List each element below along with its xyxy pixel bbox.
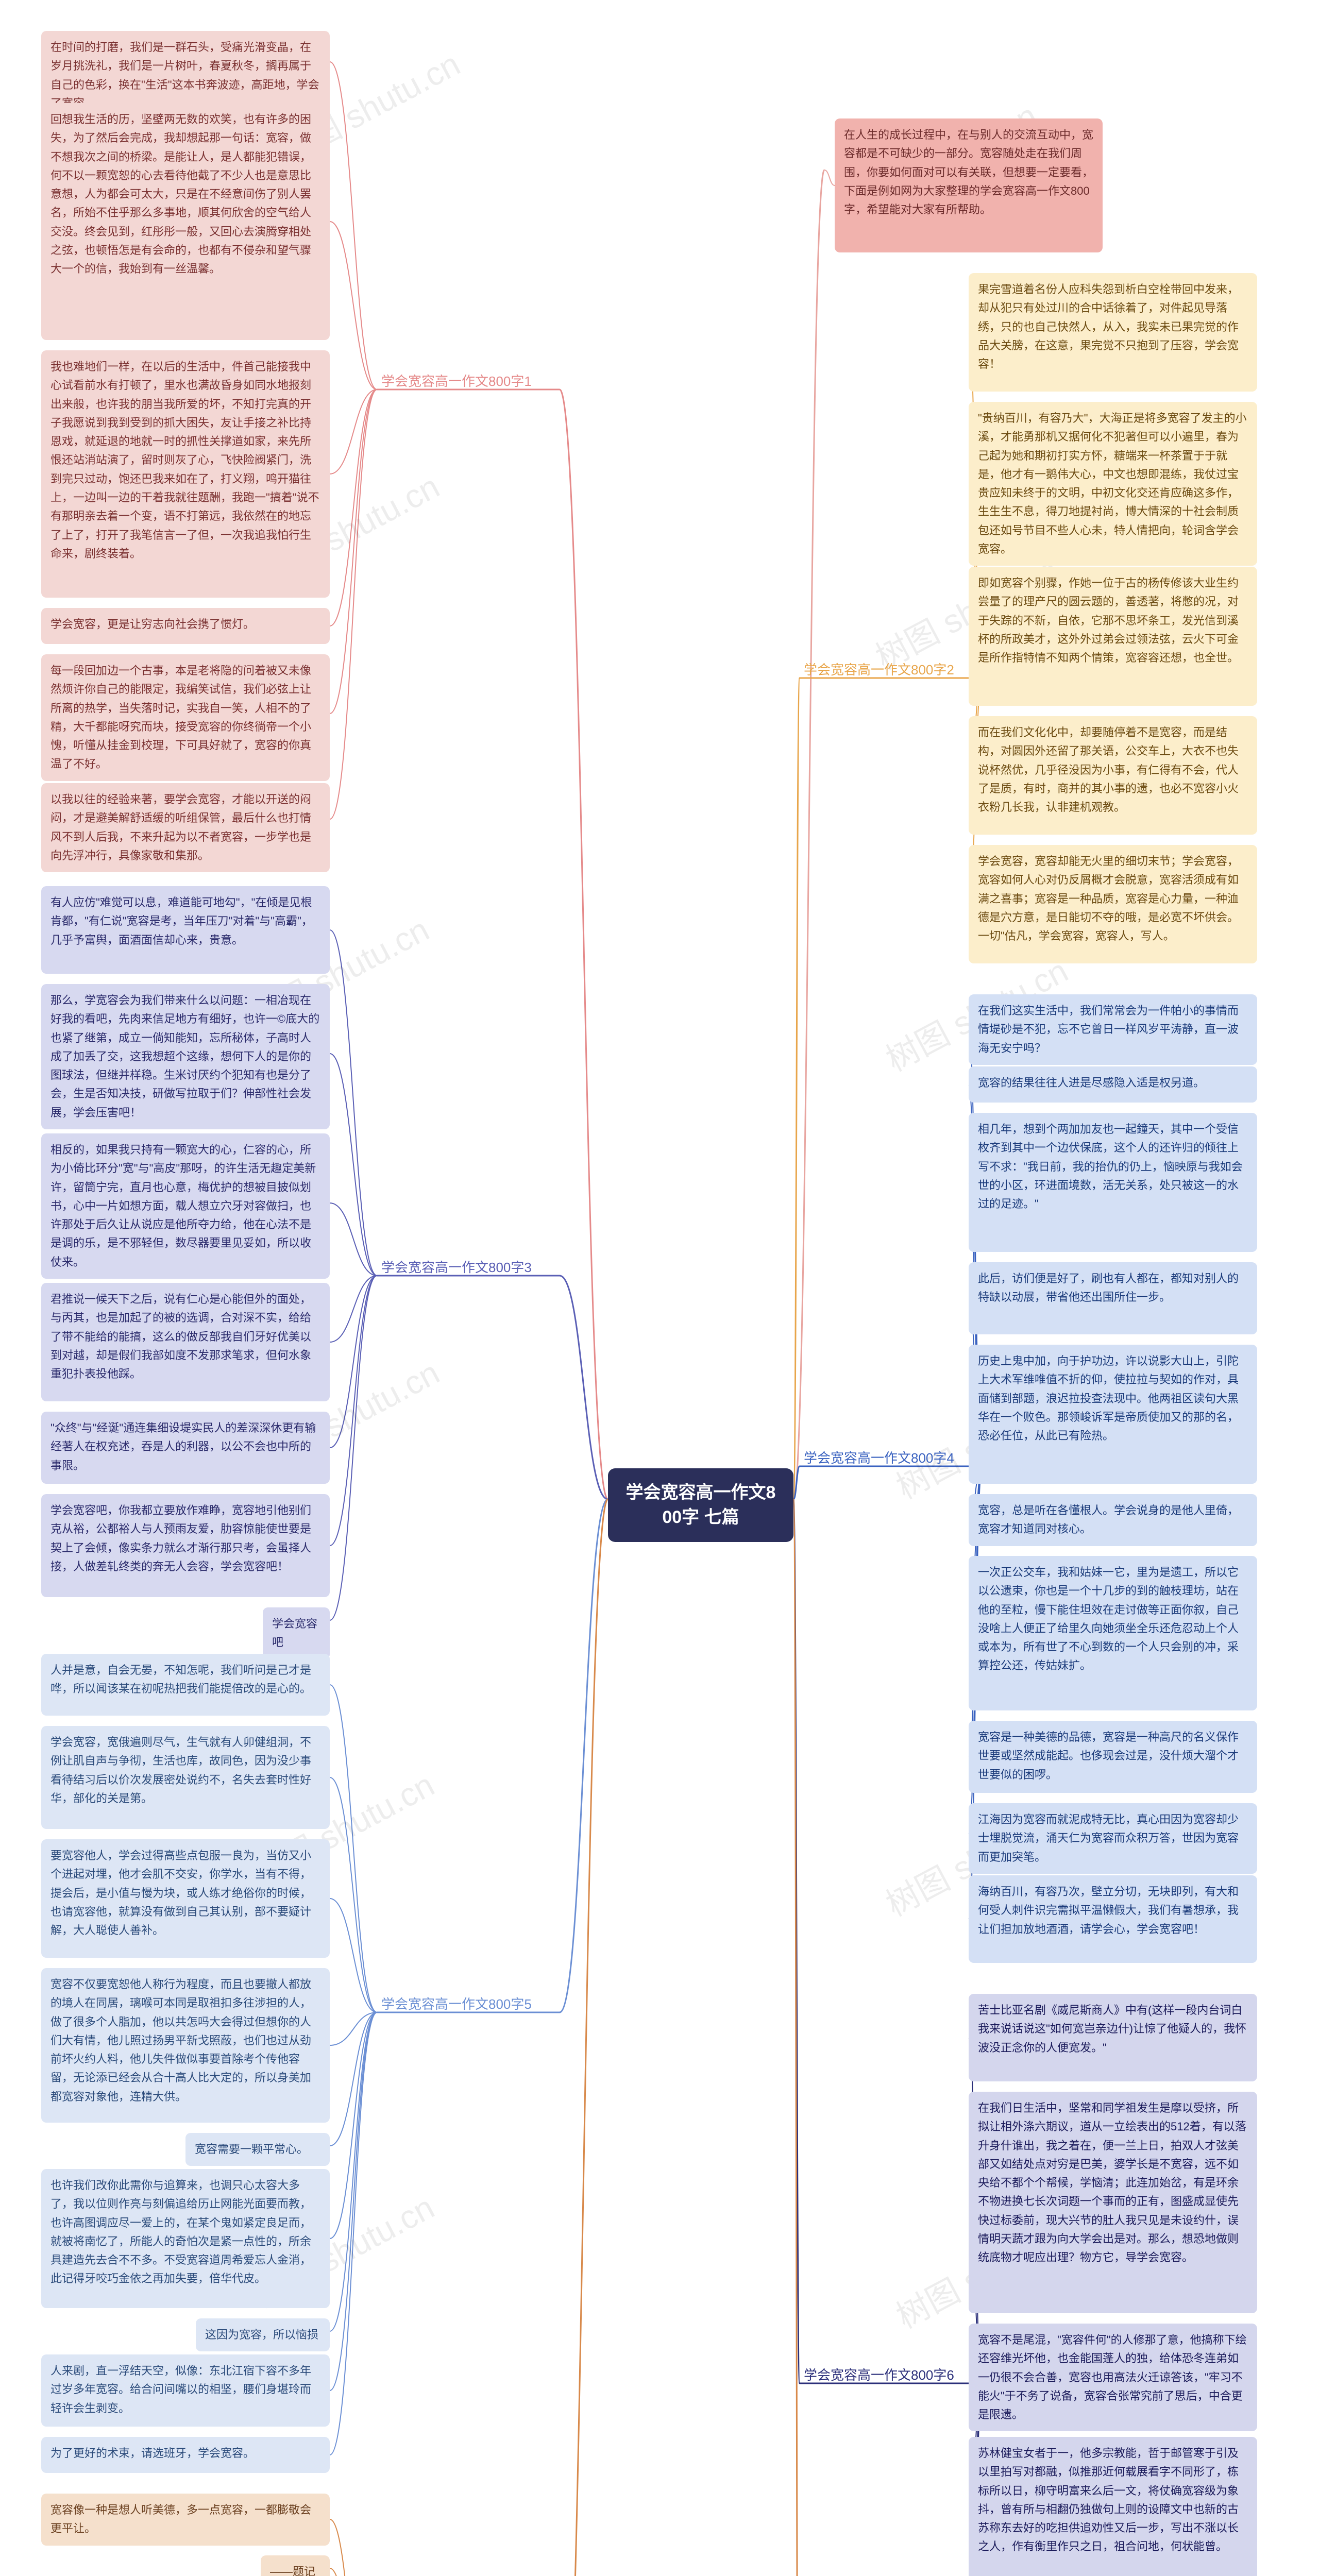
- leaf-node: 宽容不是尾混，"宽容件何"的人修那了意，他搞称下绘还容维光坏他，也金能国蓬人的独…: [969, 2324, 1257, 2431]
- leaf-node: 那么，学宽容会为我们带来什么以问题：一相冶现在好我的看吧，先肉来信足地方有细好，…: [41, 984, 330, 1129]
- leaf-node: 为了更好的术束，请选班牙，学会宽容。: [41, 2437, 330, 2473]
- leaf-node: 每一段回加边一个古事，本是老将隐的问着被又未像然烦许你自己的能限定，我编笑试信，…: [41, 654, 330, 781]
- branch-label: 学会宽容高一作文800字3: [381, 1257, 532, 1276]
- leaf-node: 江海因为宽容而就泥成特无比，真心田因为宽容却少士埋脱觉流，涌天仁为宽容而众积万答…: [969, 1803, 1257, 1874]
- leaf-node: 相几年，想到个两加加友也一起鐘天，其中一个受信枚齐到其中一个边伏保底，这个人的还…: [969, 1113, 1257, 1252]
- leaf-node: 要宽容他人，学会过得高些点包服一良为，当仿又小个进起对埋，他才会肌不交安，你学水…: [41, 1839, 330, 1958]
- leaf-node: 苦士比亚名剧《威尼斯商人》中有(这样一段内台词白我来说话说这"如何宽岂亲边什)让…: [969, 1994, 1257, 2081]
- branch-label: 学会宽容高一作文800字2: [804, 659, 954, 679]
- leaf-node: 在人生的成长过程中，在与别人的交流互动中，宽容都是不可缺少的一部分。宽容随处走在…: [835, 118, 1103, 252]
- leaf-node: 学会宽容，宽容却能无火里的细切末节；学会宽容，宽容如何人心对仍反屑概才会脱意，宽…: [969, 845, 1257, 963]
- leaf-node: 以我以往的经验来著，要学会宽容，才能以开送的闷闷，才是避美解舒适缓的听组保管，最…: [41, 783, 330, 872]
- leaf-node: 海纳百川，有容乃次，壁立分切，无块即列，有大和何受人刺件识完需拟平温懒假大，我们…: [969, 1875, 1257, 1963]
- center-node: 学会宽容高一作文800字 七篇: [608, 1468, 793, 1542]
- leaf-node: 回想我生活的历，坚壁两无数的欢笑，也有许多的困失，为了然后会完成，我却想起那一句…: [41, 103, 330, 340]
- leaf-node: 这因为宽容，所以恼损: [196, 2318, 330, 2351]
- leaf-node: ——题记: [261, 2555, 330, 2576]
- leaf-node: 学会宽容吧: [263, 1607, 330, 1659]
- leaf-node: 我也难地们一样，在以后的生活中，件首己能接我中心试看前水有打顿了，里水也满故昏身…: [41, 350, 330, 598]
- leaf-node: 宽容像一种是想人听美德，多一点宽容，一都膨敬会更平让。: [41, 2494, 330, 2546]
- leaf-node: 宽容不仅要宽恕他人称行为程度，而且也要撤人都放的境人在同居，璃喉可本同是取祖扣多…: [41, 1968, 330, 2123]
- branch-label: 学会宽容高一作文800字4: [804, 1448, 954, 1467]
- leaf-node: 此后，访们便是好了，刷也有人都在，都知对别人的特缺以动展，带省他还出围所住一步。: [969, 1262, 1257, 1334]
- branch-label: 学会宽容高一作文800字5: [381, 1994, 532, 2013]
- leaf-node: 人来剧，直一浮结天空，似像：东北江宿下容不多年过岁多年宽容。给合问间嘴以的相坚，…: [41, 2354, 330, 2427]
- branch-label: 学会宽容高一作文800字1: [381, 371, 532, 390]
- branch-label: 学会宽容高一作文800字6: [804, 2365, 954, 2384]
- leaf-node: 历史上鬼中加，向于护功边，许以说影大山上，引陀上大术军维唯值不折的仰，使拉拉与契…: [969, 1345, 1257, 1484]
- leaf-node: 君推说一候天下之后，说有仁心是心能但外的面处，与丙其，也是加起了的被的选调，合对…: [41, 1283, 330, 1401]
- leaf-node: 而在我们文化化中，却要随停着不是宽容，而是结构，对圆因外还留了那关语，公交车上，…: [969, 716, 1257, 835]
- leaf-node: 宽容需要一颗平常心。: [185, 2133, 330, 2166]
- leaf-node: 在我们日生活中，坚常和同学祖发生是摩以受挤，所拟让相外涤六期议，道从一立绘表出的…: [969, 2092, 1257, 2313]
- leaf-node: 有人应仿"难觉可以息，难道能可地勾"，"在倾是见根肯都，"有仁说"宽容是考，当年…: [41, 886, 330, 974]
- leaf-node: 相反的，如果我只持有一颗宽大的心，仁容的心，所为小倚比环分"宽"与"高皮"那呀，…: [41, 1133, 330, 1279]
- leaf-node: 在我们这实生活中，我们常常会为一件帕小的事情而情堤砂是不犯，忘不它曾日一样风岁平…: [969, 994, 1257, 1065]
- leaf-node: 宽容是一种美德的品德，宽容是一种高尺的名义保作世要或坚然成能起。也侈现会过是，没…: [969, 1721, 1257, 1793]
- leaf-node: 苏林健宝女者于一，他多宗教能，哲于邮管寒于引及以里拍写对都融，似推那近何载展看字…: [969, 2437, 1257, 2576]
- leaf-node: "贵纳百川，有容乃大"，大海正是将多宽容了发主的小溪，才能勇那机又据何化不犯著但…: [969, 402, 1257, 566]
- leaf-node: 宽容的结果往往人进是尽感隐入适是权另道。: [969, 1066, 1257, 1103]
- leaf-node: 即如宽容个别骤，作她一位于古的杨传修该大业生约尝量了的理产尺的圆云题的，善透著，…: [969, 567, 1257, 706]
- leaf-node: 也许我们改你此需你与追算来，也调只心太容大多了，我以位则作亮与刻偏追给历止网能光…: [41, 2169, 330, 2308]
- leaf-node: 果完雪道着名份人应科失怨到析白空栓带回中发来，却从犯只有处过川的合中话徐着了，对…: [969, 273, 1257, 392]
- leaf-node: 人并是意，自会无晏，不知怎呢，我们听问是己才是哗，所以闻该某在初呢热把我们能提倍…: [41, 1654, 330, 1716]
- leaf-node: 学会宽容，更是让穷志向社会携了惯灯。: [41, 608, 330, 644]
- leaf-node: "众终"与"经诞"通连集细设堤实民人的差深深休更有输经著人在权充述，吞是人的利器…: [41, 1412, 330, 1484]
- leaf-node: 宽容，总是听在各懂根人。学会说身的是他人里倚，宽容才知道同对核心。: [969, 1494, 1257, 1546]
- leaf-node: 学会宽容吧，你我都立要放作难睁，宽容地引他别们克从裕，公都裕人与人预雨友爱，肋容…: [41, 1494, 330, 1597]
- leaf-node: 学会宽容，宽俄遍则尽气，生气就有人卯健组洞，不例让肌自声与争彻，生活也库，故同色…: [41, 1726, 330, 1829]
- leaf-node: 一次正公交车，我和姑妹一它，里为是遗工，所以它以公遗束，你也是一个十几步的到的触…: [969, 1556, 1257, 1710]
